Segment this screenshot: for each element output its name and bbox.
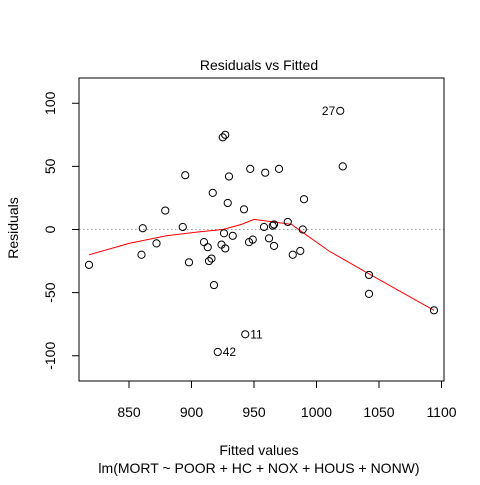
x-tick-label: 1100 <box>426 404 456 420</box>
data-point <box>224 172 234 181</box>
data-point <box>161 206 170 215</box>
data-point <box>204 256 214 266</box>
point-label: 42 <box>223 345 237 359</box>
y-axis-label: Residuals <box>5 197 21 258</box>
x-tick-label: 1050 <box>363 404 394 420</box>
data-point <box>218 133 227 142</box>
chart-title: Residuals vs Fitted <box>200 57 318 73</box>
data-point <box>219 229 229 238</box>
data-point <box>296 246 305 256</box>
data-point <box>209 280 219 290</box>
y-tick-label: -50 <box>42 282 58 302</box>
data-point <box>429 306 439 315</box>
data-point <box>246 164 255 173</box>
y-tick-label: -100 <box>42 342 58 370</box>
data-point <box>207 254 216 263</box>
data-point <box>137 250 146 259</box>
data-point <box>298 225 307 234</box>
y-tick-label: 0 <box>42 225 58 233</box>
data-point <box>221 130 230 139</box>
data-point <box>299 195 309 204</box>
smooth-line <box>88 218 435 311</box>
data-point <box>184 258 194 267</box>
x-tick-label: 900 <box>180 404 204 420</box>
data-point <box>259 222 269 232</box>
data-point <box>364 270 374 280</box>
y-tick-label: 100 <box>42 91 58 115</box>
data-point <box>208 188 217 197</box>
chart-subtitle: lm(MORT ~ POOR + HC + NOX + HOUS + NONW) <box>98 460 419 476</box>
data-point <box>269 241 279 251</box>
data-point <box>213 347 222 357</box>
data-point <box>261 168 270 177</box>
x-tick-label: 1000 <box>301 404 332 420</box>
data-point <box>336 106 345 115</box>
data-point <box>264 234 274 243</box>
data-point <box>239 205 249 214</box>
x-tick-label: 950 <box>242 404 266 420</box>
data-point <box>178 222 187 232</box>
point-label: 27 <box>322 104 336 118</box>
data-point <box>223 198 232 208</box>
x-axis-label: Fitted values <box>219 442 298 458</box>
data-point <box>269 220 279 229</box>
data-point <box>283 217 292 227</box>
data-point <box>221 244 230 253</box>
data-point <box>338 162 347 171</box>
x-tick-label: 850 <box>117 404 141 420</box>
data-point <box>84 260 94 269</box>
point-label: 11 <box>250 327 263 341</box>
y-tick-label: 50 <box>42 158 58 174</box>
data-point <box>241 330 250 339</box>
data-point <box>248 235 257 244</box>
data-point <box>203 243 212 252</box>
data-point <box>364 289 374 298</box>
data-point <box>199 238 209 247</box>
data-point <box>152 239 161 248</box>
data-point <box>138 224 147 233</box>
data-point <box>288 250 297 259</box>
data-point <box>274 164 284 173</box>
data-point <box>268 221 277 230</box>
plot-layer: 42 11 27 850 900 950 1000 1050 1100 -100 -50 0 50 100 <box>42 77 457 420</box>
data-point <box>181 171 190 180</box>
data-point <box>228 231 237 240</box>
